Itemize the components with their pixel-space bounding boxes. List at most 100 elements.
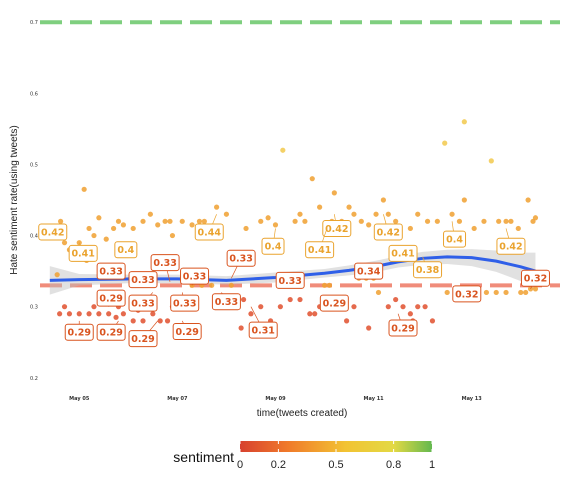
label-text: 0.33: [99, 267, 122, 278]
label-text: 0.32: [524, 274, 547, 285]
label-text: 0.33: [173, 299, 196, 310]
label-text: 0.44: [198, 227, 222, 238]
label-text: 0.29: [391, 323, 414, 334]
data-point: [321, 282, 328, 288]
legend-tick-label: 0.2: [271, 459, 286, 471]
label-box: [170, 294, 200, 312]
data-point: [358, 218, 364, 224]
data-point: [258, 304, 264, 310]
data-point: [292, 218, 298, 224]
label-text: 0.41: [308, 245, 331, 256]
value-label: 0.33: [96, 262, 126, 280]
value-label: 0.29: [96, 289, 126, 307]
label-box: [319, 294, 349, 312]
y-tick-label: 0.6: [30, 91, 38, 97]
data-point: [346, 204, 352, 210]
value-label: 0.34: [354, 262, 384, 280]
label-box: [114, 241, 138, 259]
data-point: [287, 296, 293, 303]
value-label: 0.29: [64, 320, 94, 341]
data-point: [351, 304, 357, 310]
data-point: [61, 304, 68, 310]
data-point: [449, 211, 455, 217]
x-tick-label: May 13: [462, 396, 483, 402]
label-box: [305, 241, 335, 259]
data-point: [96, 311, 102, 317]
data-point: [76, 311, 82, 317]
data-point: [297, 211, 303, 217]
data-point: [518, 289, 524, 296]
data-point: [532, 286, 539, 292]
label-text: 0.29: [99, 294, 122, 305]
value-label: 0.33: [211, 292, 241, 311]
data-point: [162, 218, 168, 224]
value-label: 0.29: [96, 320, 126, 341]
data-point: [120, 311, 126, 317]
label-box: [388, 244, 418, 262]
label-box: [194, 223, 224, 241]
data-point: [214, 204, 220, 210]
value-label: 0.33: [170, 292, 200, 312]
value-label: 0.29: [388, 313, 418, 337]
data-point: [277, 304, 283, 310]
legend-tick-label: 0.5: [328, 459, 343, 471]
data-point: [503, 218, 509, 224]
data-point: [140, 318, 146, 324]
value-label: 0.32: [520, 269, 550, 290]
label-text: 0.42: [499, 242, 522, 253]
data-point: [272, 222, 279, 228]
data-point: [471, 225, 477, 232]
data-point: [309, 176, 315, 182]
label-text: 0.29: [175, 327, 198, 338]
label-box: [354, 262, 384, 280]
label-text: 0.31: [251, 326, 274, 337]
legend-title: sentiment: [173, 449, 234, 465]
value-label: 0.42: [496, 228, 526, 255]
value-label: 0.44: [194, 214, 224, 241]
value-label: 0.42: [373, 214, 403, 241]
data-point: [61, 240, 68, 246]
data-point: [400, 304, 406, 310]
label-text: 0.41: [391, 249, 414, 260]
data-point: [103, 236, 109, 242]
legend-tick-label: 0.8: [386, 459, 401, 471]
data-point: [115, 218, 122, 224]
data-point: [265, 215, 271, 221]
label-box: [150, 254, 180, 272]
data-point: [366, 222, 372, 228]
data-point: [169, 232, 176, 239]
data-point: [344, 318, 350, 324]
label-text: 0.38: [416, 265, 440, 276]
label-text: 0.29: [131, 334, 154, 345]
label-text: 0.42: [41, 227, 64, 238]
data-point: [351, 211, 357, 217]
x-tick-label: May 11: [364, 396, 385, 402]
data-point: [57, 311, 63, 317]
label-box: [452, 285, 482, 303]
y-tick-label: 0.7: [30, 20, 38, 26]
data-point: [434, 218, 440, 224]
label-text: 0.4: [265, 242, 282, 253]
legend-tick-label: 1: [429, 459, 435, 471]
label-text: 0.29: [68, 328, 91, 339]
data-point: [91, 304, 97, 310]
y-axis-title: Hate sentiment rate(using tweets): [9, 125, 20, 275]
data-point: [113, 314, 119, 320]
value-label: 0.42: [322, 214, 352, 237]
value-label: 0.33: [128, 292, 158, 312]
label-text: 0.29: [99, 328, 122, 339]
value-label: 0.41: [388, 244, 418, 262]
data-point: [81, 186, 87, 192]
label-text: 0.33: [183, 271, 206, 282]
data-point: [424, 218, 431, 224]
data-point: [228, 282, 234, 288]
data-point: [86, 311, 92, 317]
data-point: [130, 225, 136, 232]
data-point: [96, 215, 102, 221]
data-point: [157, 318, 163, 324]
data-point: [508, 218, 514, 224]
data-point: [110, 225, 117, 232]
data-point: [312, 311, 318, 317]
label-box: [322, 219, 352, 237]
value-label: 0.29: [172, 320, 202, 341]
